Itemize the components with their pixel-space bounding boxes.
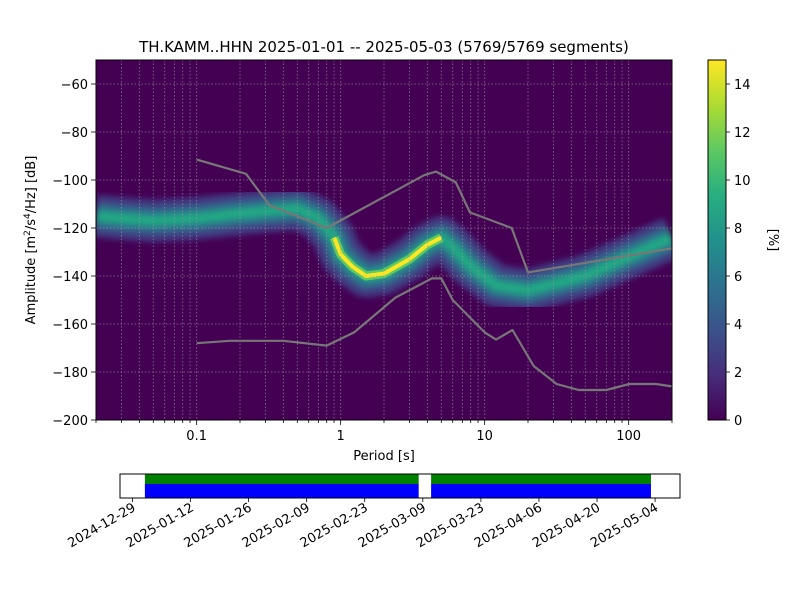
chart-title: TH.KAMM..HHN 2025-01-01 -- 2025-05-03 (5… [138, 38, 629, 56]
colorbar-tick-label: 4 [734, 318, 742, 333]
y-tick-label: −120 [52, 222, 88, 237]
x-tick-label: 0.1 [186, 429, 207, 444]
y-axis-ticks: −200 −180 −160 −140 −120 −100 −80 −60 [52, 78, 96, 429]
coverage-timeline: 2024-12-292025-01-122025-01-262025-02-09… [66, 473, 681, 551]
processed-bar [144, 474, 419, 484]
nhnm-curve [196, 158, 672, 274]
colorbar: 0 2 4 6 8 10 12 14 [%] [707, 59, 780, 429]
y-tick-label: −80 [61, 126, 88, 141]
colorbar-tick-label: 6 [734, 270, 742, 285]
y-axis-label-part: /s [24, 219, 39, 230]
colorbar-tick-label: 10 [734, 174, 751, 189]
colorbar-tick-label: 8 [734, 222, 742, 237]
timeline-ticks: 2024-12-292025-01-122025-01-262025-02-09… [66, 498, 661, 551]
timeline-frame [119, 473, 681, 499]
mode-core [332, 235, 443, 278]
noise-model-curves [196, 158, 672, 392]
ppsd-plot-area: 0.1 1 10 100 −200 −180 −160 −140 −120 −100 −80 −60… [23, 59, 673, 464]
y-tick-label: −60 [61, 78, 88, 93]
timeline-bars [144, 474, 651, 498]
colorbar-tick-label: 14 [734, 78, 751, 93]
colorbar-label: [%] [765, 229, 780, 252]
colorbar-gradient [707, 59, 727, 421]
colorbar-tick-label: 0 [734, 414, 742, 429]
x-axis-label: Period [s] [353, 449, 415, 464]
processed-bar [431, 474, 651, 484]
nlnm-curve [196, 277, 672, 392]
colorbar-tick-label: 12 [734, 126, 751, 141]
grid-lines [96, 60, 672, 420]
x-tick-label: 100 [616, 429, 641, 444]
colorbar-ticks: 0 2 4 6 8 10 12 14 [726, 78, 751, 429]
y-axis-label-part: /Hz [24, 192, 39, 213]
y-tick-label: −140 [52, 270, 88, 285]
y-tick-label: −180 [52, 366, 88, 381]
colorbar-tick-label: 2 [734, 366, 742, 381]
y-axis-label-sup: 2 [23, 230, 33, 236]
x-tick-label: 1 [337, 429, 345, 444]
y-tick-label: −200 [52, 414, 88, 429]
x-tick-label: 10 [476, 429, 493, 444]
y-axis-label-part: ] [dB] [24, 156, 39, 193]
y-axis-label: Amplitude [m2/s4/Hz] [dB] [23, 156, 39, 325]
coverage-bar [144, 484, 419, 498]
y-axis-label-sup: 4 [23, 213, 33, 219]
y-axis-label-part: Amplitude [m [24, 236, 39, 325]
y-tick-label: −100 [52, 174, 88, 189]
y-tick-label: −160 [52, 318, 88, 333]
coverage-bar [431, 484, 651, 498]
x-axis-ticks: 0.1 1 10 100 [95, 420, 673, 444]
